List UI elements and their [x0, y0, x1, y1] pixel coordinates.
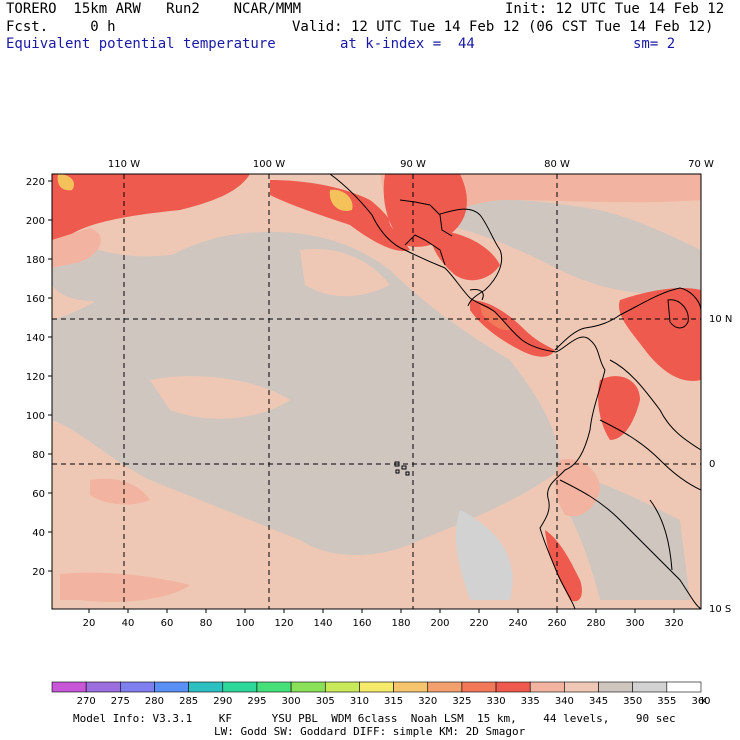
colorbar-label: 350	[623, 696, 642, 707]
model-title: TORERO 15km ARW Run2 NCAR/MMM	[6, 1, 302, 17]
ocean-region	[52, 231, 560, 555]
colorbar-swatch	[51, 681, 87, 693]
y-tick-label: 220	[26, 177, 45, 188]
lon-label: 110 W	[108, 159, 140, 170]
x-tick-label: 40	[122, 618, 135, 629]
colorbar-swatch	[666, 681, 702, 693]
y-tick-label: 40	[32, 528, 45, 539]
valid-time: Valid: 12 UTC Tue 14 Feb 12 (06 CST Tue …	[292, 19, 714, 35]
physics-info: LW: Godd SW: Goddard DIFF: simple KM: 2D…	[214, 725, 526, 738]
ocean-region	[420, 198, 701, 294]
x-tick-label: 300	[625, 618, 644, 629]
colorbar-label: 335	[521, 696, 540, 707]
colorbar-label: 355	[657, 696, 676, 707]
colorbar: 270 275 280 285 290 295 300 305 310 315 320 325 330 3…	[51, 681, 711, 707]
init-time: Init: 12 UTC Tue 14 Feb 12	[505, 1, 725, 17]
x-tick-label: 180	[391, 618, 410, 629]
colorbar-label: 345	[589, 696, 608, 707]
colorbar-unit: K	[701, 696, 708, 707]
x-tick-label: 160	[352, 618, 371, 629]
map-frame	[51, 173, 702, 610]
colorbar-label: 340	[555, 696, 574, 707]
y-tick-label: 20	[32, 567, 45, 578]
colorbar-swatch	[359, 681, 394, 693]
y-tick-label: 140	[26, 333, 45, 344]
lon-label: 80 W	[544, 159, 570, 170]
tick-marks	[48, 180, 675, 613]
colorbar-swatch	[564, 681, 599, 693]
lon-label: 70 W	[688, 159, 714, 170]
warm-region	[52, 174, 250, 240]
colorbar-label: 280	[145, 696, 164, 707]
colorbar-label: 300	[282, 696, 301, 707]
warm-region	[619, 288, 701, 381]
colorbar-swatch	[598, 681, 633, 693]
y-tick-label: 100	[26, 411, 45, 422]
colorbar-swatch	[290, 681, 326, 693]
colorbar-swatch	[256, 681, 292, 693]
lat-label: 0	[709, 459, 715, 470]
colorbar-swatch	[120, 681, 155, 693]
colorbar-label: 325	[452, 696, 471, 707]
x-tick-label: 80	[200, 618, 213, 629]
colorbar-label: 360	[691, 696, 710, 707]
colorbar-swatch	[85, 681, 121, 693]
colorbar-swatch	[461, 681, 497, 693]
colorbar-label: 275	[111, 696, 130, 707]
lon-label: 100 W	[253, 159, 285, 170]
colorbar-label: 315	[384, 696, 403, 707]
colorbar-swatch	[188, 681, 224, 693]
x-tick-label: 100	[235, 618, 254, 629]
lat-lon-grid	[52, 174, 701, 609]
colorbar-swatch	[154, 681, 189, 693]
x-tick-label: 240	[508, 618, 527, 629]
x-tick-label: 220	[469, 618, 488, 629]
colorbar-swatch	[529, 681, 565, 693]
x-tick-label: 280	[586, 618, 605, 629]
lat-label: 10 S	[709, 604, 731, 615]
x-tick-label: 60	[161, 618, 174, 629]
model-info: Model Info: V3.3.1 KF YSU PBL WDM 6class…	[73, 712, 676, 725]
y-tick-label: 160	[26, 294, 45, 305]
x-tick-label: 320	[664, 618, 683, 629]
vertical-level: at k-index = 44	[340, 36, 475, 52]
y-tick-label: 180	[26, 255, 45, 266]
colorbar-swatch	[632, 681, 668, 693]
colorbar-swatch	[427, 681, 463, 693]
x-tick-label: 20	[83, 618, 96, 629]
colorbar-label: 305	[316, 696, 335, 707]
lat-label: 10 N	[709, 314, 732, 325]
y-tick-label: 80	[32, 450, 45, 461]
y-tick-label: 120	[26, 372, 45, 383]
colorbar-label: 310	[350, 696, 369, 707]
forecast-hour: Fcst. 0 h	[6, 19, 116, 35]
y-tick-label: 60	[32, 489, 45, 500]
colorbar-label: 330	[487, 696, 506, 707]
colorbar-swatch	[495, 681, 531, 693]
colorbar-swatch	[393, 681, 429, 693]
x-tick-label: 120	[274, 618, 293, 629]
coastlines	[329, 174, 701, 609]
x-tick-label: 200	[430, 618, 449, 629]
colorbar-label: 285	[179, 696, 198, 707]
lon-label: 90 W	[400, 159, 426, 170]
colorbar-swatch	[324, 681, 360, 693]
smoothing: sm= 2	[633, 36, 676, 52]
y-tick-label: 200	[26, 216, 45, 227]
warm-region	[270, 180, 410, 251]
colorbar-label: 270	[77, 696, 96, 707]
warm-region	[430, 230, 500, 281]
x-tick-label: 260	[547, 618, 566, 629]
colorbar-swatch	[222, 681, 258, 693]
warm-region	[383, 174, 467, 247]
colorbar-label: 320	[418, 696, 437, 707]
x-tick-label: 140	[313, 618, 332, 629]
colorbar-label: 295	[247, 696, 266, 707]
theta-e-field	[52, 174, 701, 609]
warm-region	[545, 530, 582, 602]
field-name: Equivalent potential temperature	[6, 36, 276, 52]
colorbar-label: 290	[213, 696, 232, 707]
